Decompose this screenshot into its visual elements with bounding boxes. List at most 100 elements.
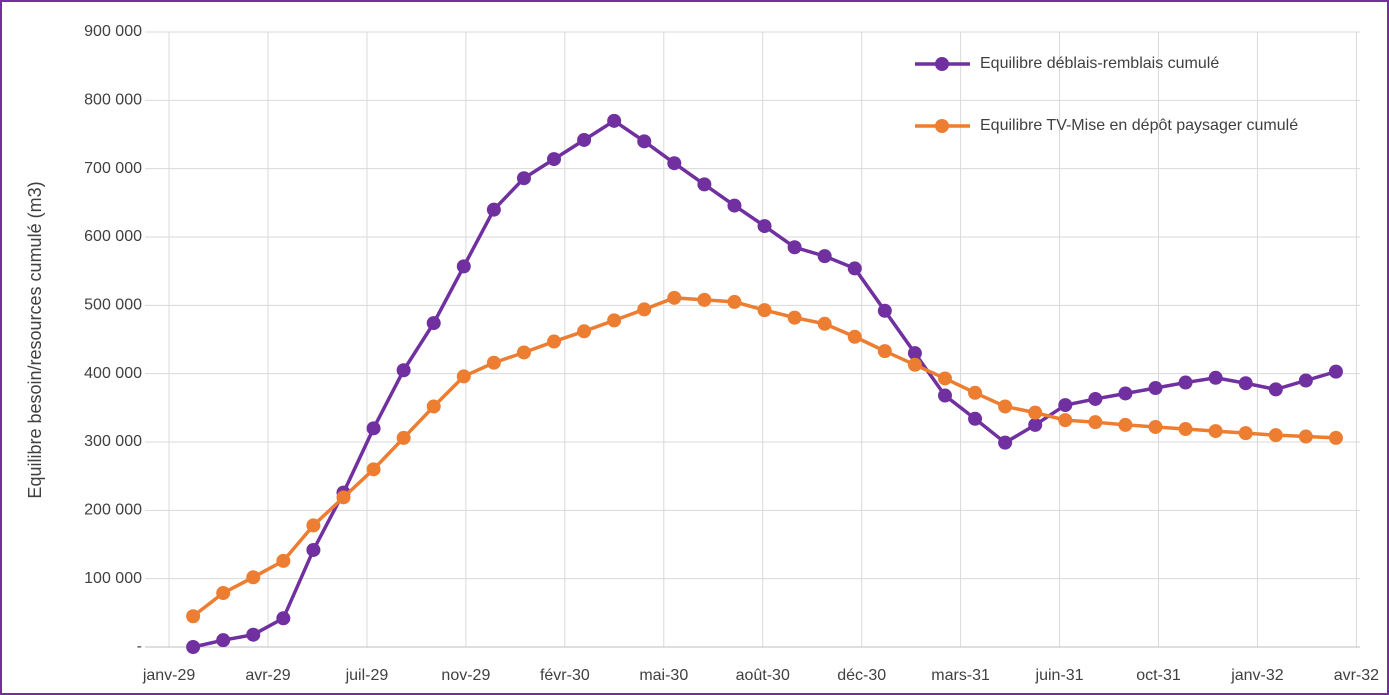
x-tick-label: avr-29 [245,667,290,684]
point [637,302,652,317]
point [486,355,501,370]
point [877,303,892,318]
point [306,542,321,557]
point [787,240,802,255]
point [426,316,441,331]
x-tick-label: juil-29 [345,667,389,684]
point [336,490,351,505]
point [1298,429,1313,444]
x-tick-label: févr-30 [540,667,590,684]
x-tick-label: mai-30 [639,667,688,684]
y-axis-label: Equilibre besoin/resources cumulé (m3) [25,181,45,498]
point [1118,386,1133,401]
point [1178,375,1193,390]
point [216,586,231,601]
point [366,462,381,477]
point [577,132,592,147]
point [1298,373,1313,388]
legend-label: Equilibre TV-Mise en dépôt paysager cumu… [980,117,1298,134]
point [516,171,531,186]
point [607,313,622,328]
point [486,202,501,217]
point [998,399,1013,414]
point [186,609,201,624]
point [1268,382,1283,397]
point [1028,405,1043,420]
point [1268,428,1283,443]
point [1238,376,1253,391]
y-tick-label: 200 000 [84,502,142,519]
y-tick-label: 600 000 [84,228,142,245]
point [847,329,862,344]
point [847,261,862,276]
point [937,371,952,386]
y-tick-label: - [137,638,142,655]
point [1058,398,1073,413]
point [1208,424,1223,439]
point [727,198,742,213]
point [817,249,832,264]
y-tick-label: 100 000 [84,570,142,587]
point [1148,381,1163,396]
point [426,399,441,414]
x-tick-label: janv-32 [1230,667,1284,684]
y-tick-label: 800 000 [84,92,142,109]
point [817,316,832,331]
y-tick-label: 900 000 [84,23,142,40]
x-tick-label: janv-29 [142,667,196,684]
y-tick-label: 400 000 [84,365,142,382]
point [1028,417,1043,432]
point [968,411,983,426]
point [276,553,291,568]
legend: Equilibre déblais-remblais cumulé Equilib… [915,55,1298,134]
point [186,640,201,654]
point [1148,419,1163,434]
point [516,345,531,360]
point [547,152,562,167]
point [998,435,1013,450]
point [787,310,802,325]
point [276,611,291,626]
point [456,259,471,274]
x-tick-label: déc-30 [837,667,886,684]
x-tick-label: nov-29 [441,667,490,684]
point [697,292,712,307]
point [1088,391,1103,406]
legend-line: Equilibre TV-Mise en dépôt paysager cumu… [980,117,1298,134]
point [637,134,652,149]
point [1058,413,1073,428]
point [547,334,562,349]
point [877,344,892,359]
point [907,346,922,361]
legend-label: Equilibre déblais-remblais cumulé [980,55,1219,72]
point [1238,426,1253,441]
x-tick-label: mars-31 [931,667,990,684]
x-tick-label: oct-31 [1136,667,1181,684]
point [396,430,411,445]
legend-swatch-marker [935,119,949,133]
point [667,290,682,305]
point [246,627,261,642]
point [306,518,321,533]
point [396,363,411,378]
point [697,177,712,192]
point [577,324,592,339]
legend-swatch-marker [935,57,949,71]
point [216,633,231,648]
point [1328,364,1343,379]
point [727,294,742,309]
point [1088,415,1103,430]
x-tick-label: juin-31 [1035,667,1084,684]
point [246,570,261,585]
point [1208,370,1223,385]
point [937,388,952,403]
point [1178,422,1193,437]
point [968,385,983,400]
point [907,357,922,372]
y-tick-label: 700 000 [84,160,142,177]
point [667,156,682,171]
y-tick-label: 300 000 [84,433,142,450]
point [366,421,381,436]
